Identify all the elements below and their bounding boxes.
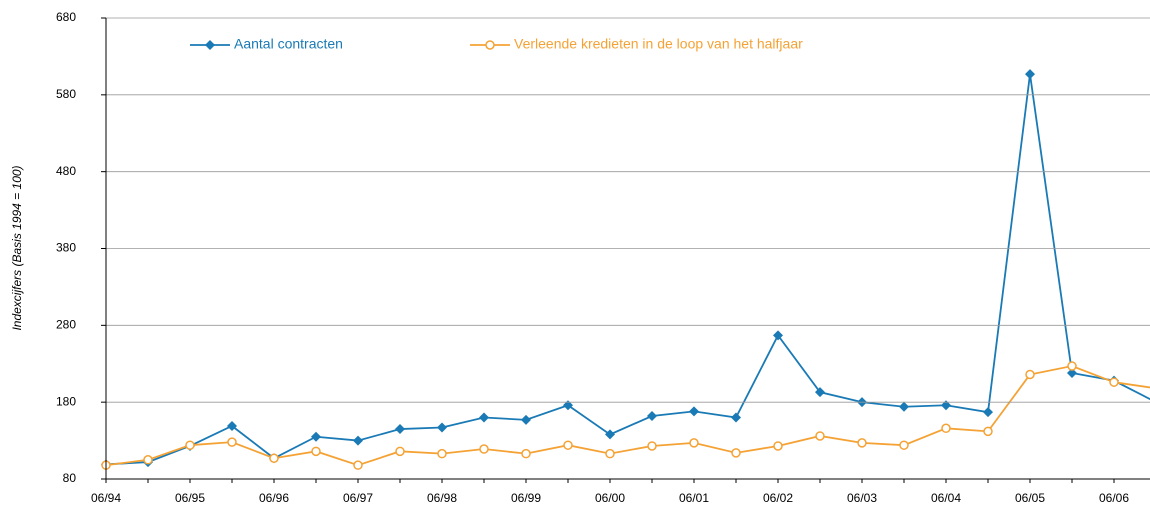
- marker: [479, 412, 489, 423]
- marker: [311, 446, 321, 457]
- x-tick-label: 06/97: [343, 491, 373, 505]
- marker: [353, 460, 363, 470]
- marker: [605, 448, 615, 459]
- y-axis-label: Indexcijfers (Basis 1994 = 100): [10, 165, 24, 330]
- y-tick-label: 680: [56, 10, 76, 24]
- marker: [731, 412, 741, 423]
- marker: [269, 453, 279, 464]
- marker: [143, 455, 153, 465]
- x-tick-label: 06/04: [931, 491, 961, 505]
- marker: [353, 435, 363, 446]
- x-tick-label: 06/94: [91, 491, 121, 505]
- marker: [773, 330, 783, 341]
- y-tick-label: 280: [56, 318, 76, 332]
- marker: [899, 440, 909, 450]
- legend-marker: [205, 40, 215, 50]
- legend-label: Aantal contracten: [234, 36, 343, 52]
- marker: [899, 401, 909, 412]
- marker: [1025, 369, 1035, 380]
- marker: [227, 420, 237, 431]
- x-tick-label: 06/06: [1099, 491, 1129, 505]
- marker: [521, 448, 531, 459]
- marker: [983, 407, 993, 418]
- marker: [1067, 367, 1077, 378]
- marker: [605, 429, 615, 440]
- marker: [521, 414, 531, 425]
- x-tick-label: 06/03: [847, 491, 877, 505]
- series-line: [105, 73, 1150, 466]
- marker: [437, 422, 447, 433]
- x-tick-label: 06/96: [259, 491, 289, 505]
- marker: [941, 400, 951, 411]
- marker: [1025, 69, 1035, 80]
- marker: [647, 410, 657, 421]
- x-tick-label: 06/01: [679, 491, 709, 505]
- marker: [689, 406, 699, 417]
- marker: [311, 431, 321, 442]
- marker: [437, 448, 447, 459]
- x-tick-label: 06/05: [1015, 491, 1045, 505]
- marker: [815, 387, 825, 398]
- marker: [563, 400, 573, 411]
- x-tick-label: 06/00: [595, 491, 625, 505]
- marker: [857, 438, 867, 448]
- x-tick-label: 06/95: [175, 491, 205, 505]
- series-line: [105, 365, 1150, 467]
- marker: [227, 437, 237, 447]
- legend-marker: [485, 40, 495, 50]
- y-tick-label: 380: [56, 241, 76, 255]
- marker: [185, 440, 195, 450]
- marker: [479, 444, 489, 454]
- marker: [731, 448, 741, 458]
- marker: [815, 431, 825, 441]
- y-tick-label: 480: [56, 164, 76, 178]
- marker: [1109, 377, 1119, 387]
- marker: [983, 426, 993, 437]
- marker: [395, 446, 405, 457]
- marker: [689, 438, 699, 448]
- legend-label: Verleende kredieten in de loop van het h…: [514, 36, 803, 52]
- x-tick-label: 06/02: [763, 491, 793, 505]
- marker: [563, 440, 573, 450]
- marker: [773, 441, 783, 451]
- x-tick-label: 06/99: [511, 491, 541, 505]
- plot-area: [101, 69, 1150, 470]
- marker: [647, 441, 657, 451]
- y-tick-label: 580: [56, 87, 76, 101]
- marker: [1067, 361, 1077, 371]
- marker: [941, 423, 951, 434]
- marker: [395, 424, 405, 435]
- y-tick-label: 180: [56, 394, 76, 408]
- y-tick-label: 80: [63, 471, 77, 485]
- x-tick-label: 06/98: [427, 491, 457, 505]
